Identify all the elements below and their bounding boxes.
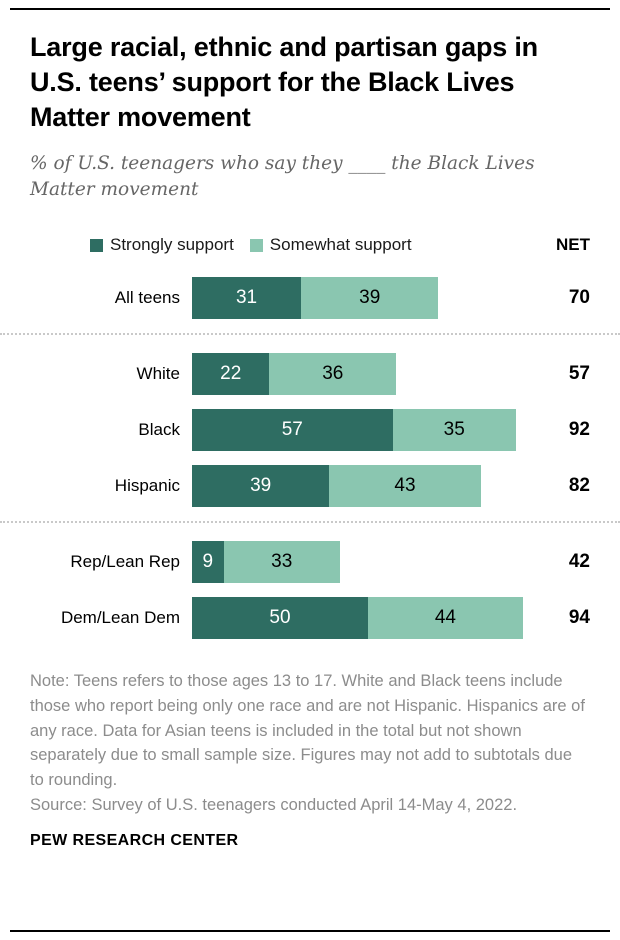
bar-track: 39 43	[192, 465, 544, 508]
row-label: All teens	[114, 288, 180, 308]
row-label: White	[136, 364, 180, 384]
row-label: Dem/Lean Dem	[60, 608, 180, 628]
bar-segment-strongly-support: 31	[192, 277, 302, 320]
legend-label-strongly-support: Strongly support	[110, 235, 234, 255]
note-block: Note: Teens refers to those ages 13 to 1…	[30, 669, 590, 818]
bar-track: 31 39	[192, 277, 544, 320]
net-value: 82	[568, 475, 590, 497]
legend-label-somewhat-support: Somewhat support	[269, 235, 412, 255]
bar-segment-somewhat-support: 36	[269, 353, 397, 396]
bottom-border-rule	[10, 930, 610, 932]
chart-row: Dem/Lean Dem 50 44 94	[30, 597, 590, 640]
dotted-divider	[0, 521, 620, 524]
legend-item-somewhat-support: Somewhat support	[249, 235, 412, 255]
bar-segment-strongly-support: 57	[192, 409, 393, 452]
chart-subtitle: % of U.S. teenagers who say they ____ th…	[30, 153, 535, 201]
bar-segment-strongly-support: 9	[192, 541, 224, 584]
chart-row: Rep/Lean Rep 9 33 42	[30, 541, 590, 584]
net-value: 42	[568, 551, 590, 573]
somewhat-support-swatch-icon	[249, 238, 263, 252]
row-label: Rep/Lean Rep	[70, 552, 180, 572]
chart-row: Black 57 35 92	[30, 409, 590, 452]
bar-segment-strongly-support: 22	[192, 353, 270, 396]
net-value: 94	[568, 607, 590, 629]
chart-row: All teens 31 39 70	[30, 277, 590, 320]
bar-track: 57 35	[192, 409, 544, 452]
dotted-divider	[0, 333, 620, 336]
net-value: 92	[568, 419, 590, 441]
net-column-header: NET	[556, 235, 590, 255]
bar-chart: All teens 31 39 70 White 22 36 57 Black 57 35 92 His…	[0, 277, 620, 653]
bar-track: 9 33	[192, 541, 544, 584]
bar-segment-somewhat-support: 39	[301, 277, 439, 320]
bar-track: 50 44	[192, 597, 544, 640]
bar-track: 22 36	[192, 353, 544, 396]
chart-row: Hispanic 39 43 82	[30, 465, 590, 508]
strongly-support-swatch-icon	[90, 238, 103, 252]
chart-row: White 22 36 57	[30, 353, 590, 396]
chart-note: Note: Teens refers to those ages 13 to 1…	[30, 672, 585, 790]
chart-rows: All teens 31 39 70 White 22 36 57 Black 57 35 92 His…	[0, 277, 620, 640]
legend-item-strongly-support: Strongly support	[90, 235, 234, 255]
bar-segment-somewhat-support: 35	[392, 409, 516, 452]
bar-segment-strongly-support: 39	[192, 465, 330, 508]
row-label: Black	[138, 420, 180, 440]
net-value: 57	[568, 363, 590, 385]
page-title: Large racial, ethnic and partisan gaps i…	[30, 32, 538, 133]
chart-legend: Strongly support Somewhat support NET	[30, 235, 590, 255]
top-border-rule	[10, 8, 610, 10]
net-value: 70	[568, 287, 590, 309]
row-label: Hispanic	[114, 476, 180, 496]
bar-segment-strongly-support: 50	[192, 597, 368, 640]
chart-source: Source: Survey of U.S. teenagers conduct…	[30, 795, 518, 814]
bar-segment-somewhat-support: 43	[329, 465, 481, 508]
pew-research-center-wordmark: PEW RESEARCH CENTER	[30, 831, 239, 849]
bar-segment-somewhat-support: 44	[368, 597, 523, 640]
bar-segment-somewhat-support: 33	[223, 541, 340, 584]
